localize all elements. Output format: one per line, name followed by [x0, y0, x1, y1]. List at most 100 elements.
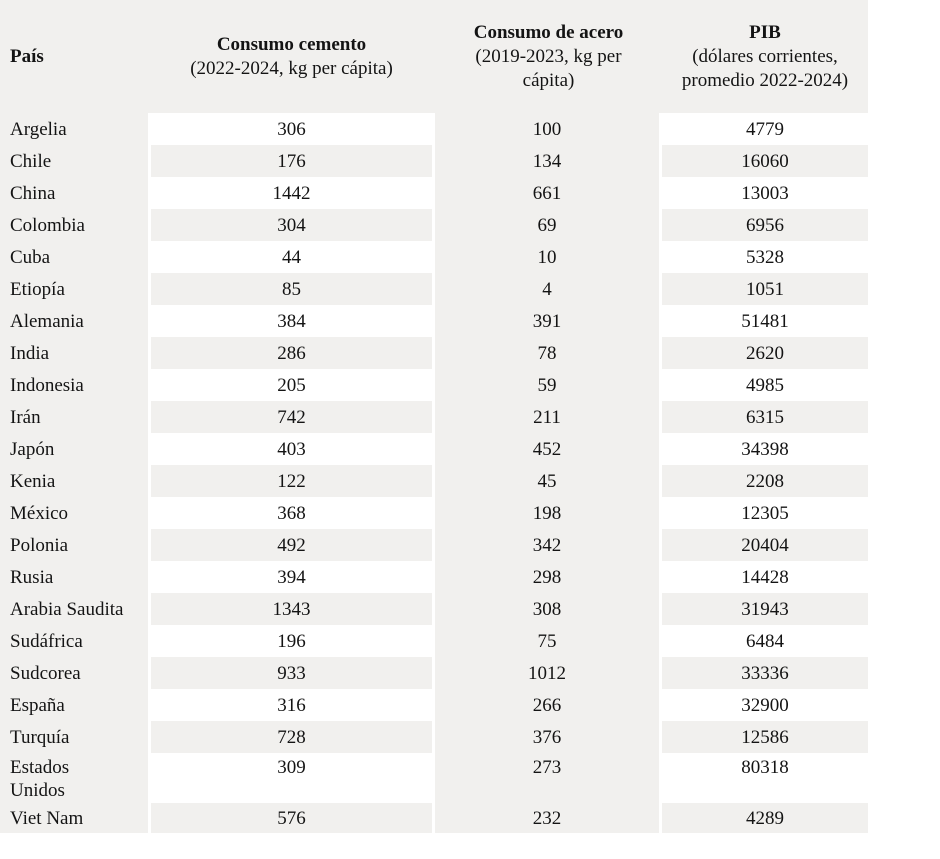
- cement-value: 403: [277, 438, 306, 460]
- cell-cement-value: 176: [151, 145, 432, 177]
- column-header-steel-subtitle-line2: cápita): [522, 69, 575, 91]
- cell-pib-value: 6484: [662, 625, 868, 657]
- cell-steel-value: 78: [435, 337, 659, 369]
- cell-cement-value: 1442: [151, 177, 432, 209]
- table-row: Etiopía 85 4 1051: [0, 273, 868, 305]
- country-label: Japón: [10, 438, 55, 460]
- cell-steel-value: 4: [435, 273, 659, 305]
- cell-cement-value: 85: [151, 273, 432, 305]
- country-label: Rusia: [10, 566, 54, 588]
- steel-value: 273: [532, 757, 562, 778]
- pib-value: 80318: [741, 757, 789, 778]
- cell-country: Turquía: [0, 721, 148, 753]
- cell-pib-value: 14428: [662, 561, 868, 593]
- table-row: Turquía 728 376 12586: [0, 721, 868, 753]
- cell-country: Chile: [0, 145, 148, 177]
- cell-steel-value: 69: [435, 209, 659, 241]
- country-label: China: [10, 182, 56, 204]
- pib-value: 4985: [746, 374, 784, 396]
- cell-steel-value: 342: [435, 529, 659, 561]
- cell-pib-value: 6315: [662, 401, 868, 433]
- pib-value: 6484: [746, 630, 784, 652]
- steel-value: 69: [537, 214, 557, 236]
- cell-pib-value: 4779: [662, 113, 868, 145]
- steel-value: 75: [537, 630, 557, 652]
- country-label: Kenia: [10, 470, 56, 492]
- country-label: Etiopía: [10, 278, 65, 300]
- steel-value: 661: [532, 182, 562, 204]
- table-row: China 1442 661 13003: [0, 177, 868, 209]
- pib-value: 34398: [741, 438, 789, 460]
- cell-pib-value: 33336: [662, 657, 868, 689]
- steel-value: 4: [542, 278, 552, 300]
- table-row: Polonia 492 342 20404: [0, 529, 868, 561]
- table-row: Colombia 304 69 6956: [0, 209, 868, 241]
- pib-value: 51481: [741, 310, 789, 332]
- cell-steel-value: 134: [435, 145, 659, 177]
- cell-steel-value: 266: [435, 689, 659, 721]
- country-label: Cuba: [10, 246, 51, 268]
- steel-value: 391: [532, 310, 562, 332]
- cell-country: Viet Nam: [0, 803, 148, 833]
- column-header-cement-subtitle: (2022-2024, kg per cápita): [190, 57, 393, 79]
- table-row: Rusia 394 298 14428: [0, 561, 868, 593]
- table-row: India 286 78 2620: [0, 337, 868, 369]
- country-label: México: [10, 502, 69, 524]
- cell-cement-value: 933: [151, 657, 432, 689]
- cement-value: 576: [277, 807, 306, 829]
- table-row: Kenia 122 45 2208: [0, 465, 868, 497]
- cell-steel-value: 100: [435, 113, 659, 145]
- cell-pib-value: 4985: [662, 369, 868, 401]
- cell-cement-value: 492: [151, 529, 432, 561]
- cell-steel-value: 391: [435, 305, 659, 337]
- steel-value: 266: [532, 694, 562, 716]
- cell-pib-value: 12586: [662, 721, 868, 753]
- cement-value: 1442: [272, 182, 311, 204]
- cell-pib-value: 32900: [662, 689, 868, 721]
- cell-steel-value: 1012: [435, 657, 659, 689]
- cell-country: México: [0, 497, 148, 529]
- column-header-steel-title: Consumo de acero: [473, 21, 624, 43]
- steel-value: 298: [532, 566, 562, 588]
- steel-value: 198: [532, 502, 562, 524]
- cement-value: 304: [277, 214, 306, 236]
- cell-country: India: [0, 337, 148, 369]
- cell-pib-value: 34398: [662, 433, 868, 465]
- cell-pib-value: 5328: [662, 241, 868, 273]
- country-label: Colombia: [10, 214, 85, 236]
- cell-cement-value: 384: [151, 305, 432, 337]
- cement-value: 384: [277, 310, 306, 332]
- cement-value: 728: [277, 726, 306, 748]
- pib-value: 12305: [741, 502, 789, 524]
- cell-cement-value: 394: [151, 561, 432, 593]
- country-label: Sudcorea: [10, 662, 81, 684]
- cell-pib-value: 51481: [662, 305, 868, 337]
- steel-value: 308: [532, 598, 562, 620]
- cement-value: 85: [282, 278, 301, 300]
- table-row: Irán 742 211 6315: [0, 401, 868, 433]
- cement-value: 1343: [272, 598, 311, 620]
- table-row: Estados Unidos 309 273 80318: [0, 753, 868, 803]
- steel-value: 59: [537, 374, 557, 396]
- cement-value: 316: [277, 694, 306, 716]
- cell-cement-value: 44: [151, 241, 432, 273]
- cell-country: Alemania: [0, 305, 148, 337]
- table-row: Argelia 306 100 4779: [0, 113, 868, 145]
- table-row: Japón 403 452 34398: [0, 433, 868, 465]
- cell-pib-value: 16060: [662, 145, 868, 177]
- cell-pib-value: 80318: [662, 753, 868, 803]
- cell-country: Japón: [0, 433, 148, 465]
- country-label: Indonesia: [10, 374, 84, 396]
- cell-pib-value: 12305: [662, 497, 868, 529]
- cell-pib-value: 2208: [662, 465, 868, 497]
- table-row: Sudcorea 933 1012 33336: [0, 657, 868, 689]
- pib-value: 6956: [746, 214, 784, 236]
- cell-country: Indonesia: [0, 369, 148, 401]
- cement-value: 196: [277, 630, 306, 652]
- cell-pib-value: 13003: [662, 177, 868, 209]
- cell-country: Etiopía: [0, 273, 148, 305]
- cell-steel-value: 376: [435, 721, 659, 753]
- steel-value: 100: [532, 118, 562, 140]
- steel-value: 45: [537, 470, 557, 492]
- cement-value: 309: [277, 757, 306, 778]
